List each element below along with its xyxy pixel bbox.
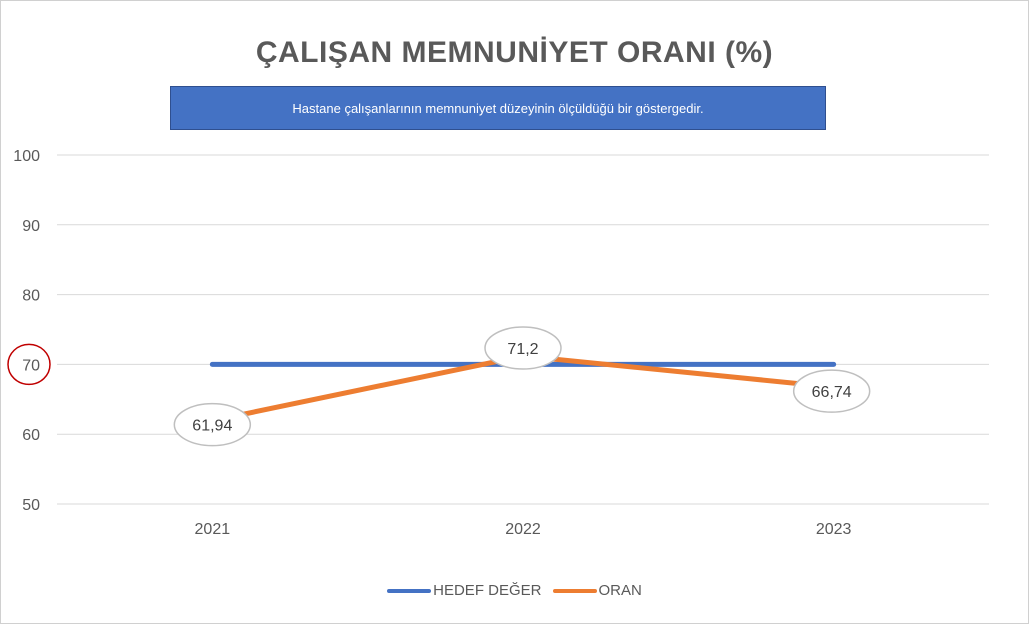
data-label: 61,94 <box>192 418 232 435</box>
legend-item-hedef[interactable]: HEDEF DEĞER <box>387 582 542 599</box>
y-tick-label: 50 <box>22 497 40 514</box>
x-tick-label: 2021 <box>195 521 231 538</box>
data-label-bubble <box>792 369 871 413</box>
y-tick-highlight-circle <box>7 343 51 386</box>
chart-legend: HEDEF DEĞER ORAN <box>0 582 1029 599</box>
data-label: 71,2 <box>507 341 538 358</box>
x-tick-label: 2022 <box>505 521 541 538</box>
chart-title: ÇALIŞAN MEMNUNİYET ORANI (%) <box>255 36 774 69</box>
y-tick-label: 60 <box>22 427 40 444</box>
x-tick-label: 2023 <box>816 521 852 538</box>
y-tick-label: 70 <box>22 357 40 374</box>
data-label-bubble <box>173 402 252 447</box>
legend-item-oran[interactable]: ORAN <box>552 582 642 599</box>
data-label: 66,74 <box>812 384 852 401</box>
y-tick-label: 90 <box>22 218 40 235</box>
chart-subtitle: Hastane çalışanlarının memnuniyet düzeyi… <box>292 100 704 116</box>
legend-swatch-hedef <box>387 588 432 593</box>
chart-subtitle-box: Hastane çalışanlarının memnuniyet düzeyi… <box>170 86 826 130</box>
y-tick-label: 100 <box>13 148 40 165</box>
legend-label-hedef: HEDEF DEĞER <box>433 582 542 599</box>
data-label-bubble <box>484 326 562 370</box>
legend-swatch-oran <box>552 588 597 593</box>
y-tick-label: 80 <box>22 288 40 305</box>
legend-label-oran: ORAN <box>598 582 642 599</box>
